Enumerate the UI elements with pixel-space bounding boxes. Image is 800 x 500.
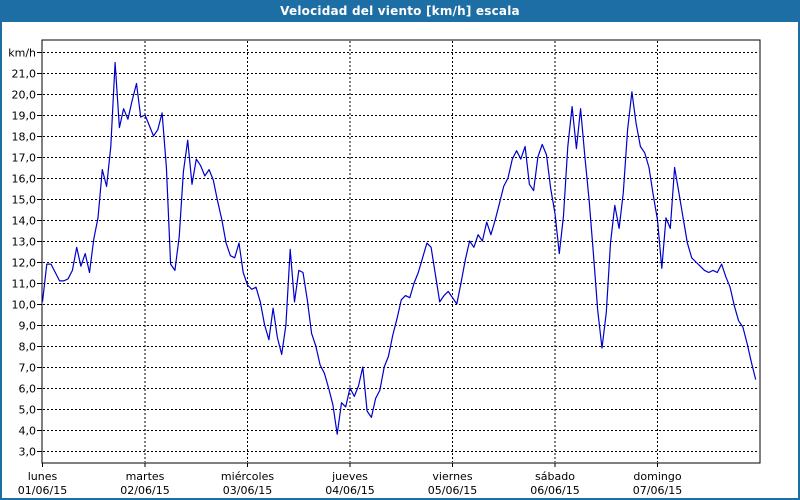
y-axis-tick-label: 4,0	[19, 425, 37, 438]
page-title: Velocidad del viento [km/h] escala	[280, 4, 520, 18]
y-axis-tick-label: 11,0	[12, 278, 37, 291]
x-axis-date-label: 03/06/15	[223, 484, 272, 497]
y-axis-tick-label: 19,0	[12, 110, 37, 123]
y-axis-tick-label: 17,0	[12, 152, 37, 165]
y-axis-tick-label: 16,0	[12, 173, 37, 186]
y-axis-tick-label: 5,0	[19, 404, 37, 417]
x-axis-day-label: lunes	[28, 470, 58, 483]
x-axis-date-label: 07/06/15	[633, 484, 682, 497]
y-axis-tick-label: 7,0	[19, 362, 37, 375]
y-axis-tick-label: 15,0	[12, 194, 37, 207]
y-axis-tick-label: 13,0	[12, 236, 37, 249]
y-axis-tick-label: km/h	[8, 47, 36, 60]
wind-speed-line	[41, 61, 757, 435]
y-axis-tick-label: 10,0	[12, 299, 37, 312]
x-axis-date-label: 04/06/15	[325, 484, 374, 497]
x-axis-day-label: domingo	[633, 470, 681, 483]
x-axis-day-label: miércoles	[221, 470, 274, 483]
y-axis-tick-label: 12,0	[12, 257, 37, 270]
plot-border	[41, 39, 761, 464]
x-axis-date-label: 05/06/15	[428, 484, 477, 497]
title-bar: Velocidad del viento [km/h] escala	[2, 0, 798, 22]
x-axis-day-label: martes	[126, 470, 165, 483]
x-axis-date-label: 06/06/15	[530, 484, 579, 497]
y-axis-tick-label: 3,0	[19, 446, 37, 459]
y-axis-tick-label: 21,0	[12, 68, 37, 81]
x-axis-day-label: jueves	[331, 470, 368, 483]
y-axis-tick-label: 18,0	[12, 131, 37, 144]
x-axis-day-label: viernes	[432, 470, 472, 483]
y-axis-tick-label: 20,0	[12, 89, 37, 102]
y-axis-tick-label: 14,0	[12, 215, 37, 228]
x-axis-date-label: 01/06/15	[18, 484, 67, 497]
x-axis-date-label: 02/06/15	[120, 484, 169, 497]
y-axis-tick-label: 6,0	[19, 383, 37, 396]
x-axis-day-label: sábado	[535, 470, 575, 483]
y-axis-tick-label: 9,0	[19, 320, 37, 333]
y-axis-tick-label: 8,0	[19, 341, 37, 354]
